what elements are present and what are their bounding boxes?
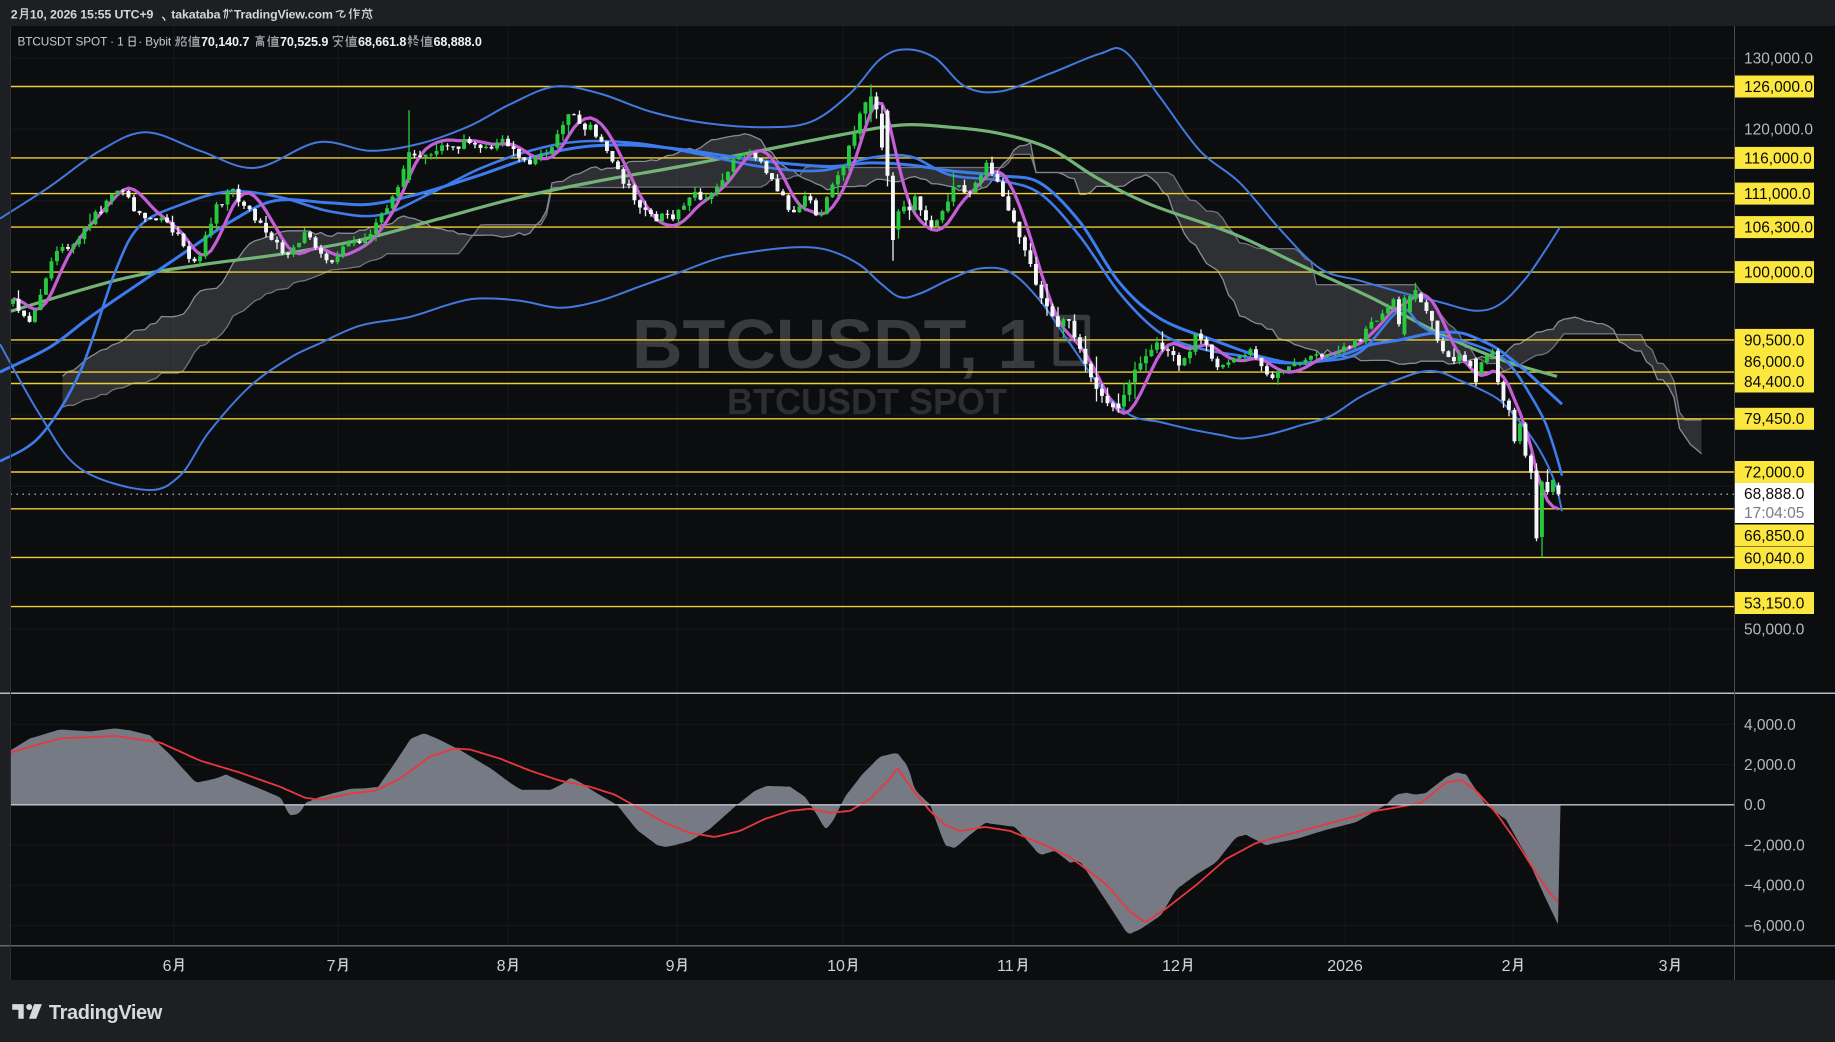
- svg-text:70,525.9: 70,525.9: [280, 35, 328, 49]
- svg-text:2026: 2026: [1327, 958, 1363, 975]
- svg-text:−4,000.0: −4,000.0: [1744, 878, 1805, 895]
- svg-text:BTCUSDT, 1: BTCUSDT, 1: [632, 305, 1036, 383]
- svg-text:takataba: takataba: [171, 8, 220, 22]
- svg-text:2: 2: [11, 8, 18, 22]
- svg-text:68,888.0: 68,888.0: [434, 35, 482, 49]
- svg-text:10, 2026 15:55 UTC+9: 10, 2026 15:55 UTC+9: [30, 8, 154, 22]
- svg-text:116,000.0: 116,000.0: [1744, 150, 1812, 167]
- svg-text:2,000.0: 2,000.0: [1744, 757, 1796, 774]
- svg-text:106,300.0: 106,300.0: [1744, 220, 1813, 237]
- svg-text:7: 7: [327, 958, 336, 975]
- svg-text:84,400.0: 84,400.0: [1744, 374, 1805, 391]
- svg-text:90,500.0: 90,500.0: [1744, 332, 1805, 349]
- svg-text:6: 6: [163, 958, 172, 975]
- svg-text:−2,000.0: −2,000.0: [1744, 837, 1805, 854]
- svg-text:60,040.0: 60,040.0: [1744, 550, 1805, 567]
- svg-text:126,000.0: 126,000.0: [1744, 79, 1813, 96]
- svg-text:10: 10: [827, 958, 845, 975]
- svg-text:8: 8: [497, 958, 506, 975]
- svg-text:70,140.7: 70,140.7: [201, 35, 249, 49]
- svg-text:66,850.0: 66,850.0: [1744, 528, 1805, 545]
- svg-text:BTCUSDT SPOT · 1: BTCUSDT SPOT · 1: [18, 35, 124, 49]
- svg-text:TradingView.com: TradingView.com: [234, 8, 333, 22]
- svg-text:120,000.0: 120,000.0: [1744, 122, 1813, 139]
- svg-text:79,450.0: 79,450.0: [1744, 411, 1805, 428]
- svg-text:TradingView: TradingView: [49, 1002, 163, 1024]
- svg-text:53,150.0: 53,150.0: [1744, 595, 1805, 612]
- svg-text:3: 3: [1659, 958, 1668, 975]
- svg-text:11: 11: [997, 958, 1014, 975]
- svg-text:· Bybit: · Bybit: [138, 35, 172, 49]
- svg-text:17:04:05: 17:04:05: [1744, 505, 1804, 522]
- svg-text:12: 12: [1162, 958, 1180, 975]
- svg-text:−6,000.0: −6,000.0: [1744, 918, 1805, 935]
- svg-text:100,000.0: 100,000.0: [1744, 265, 1813, 282]
- svg-text:2: 2: [1502, 958, 1511, 975]
- svg-text:111,000.0: 111,000.0: [1744, 186, 1811, 203]
- svg-text:130,000.0: 130,000.0: [1744, 50, 1813, 67]
- svg-text:68,661.8: 68,661.8: [358, 35, 406, 49]
- svg-text:50,000.0: 50,000.0: [1744, 622, 1805, 639]
- svg-text:86,000.0: 86,000.0: [1744, 354, 1805, 371]
- svg-text:4,000.0: 4,000.0: [1744, 717, 1796, 734]
- svg-text:0.0: 0.0: [1744, 797, 1766, 814]
- svg-text:72,000.0: 72,000.0: [1744, 464, 1805, 481]
- svg-text:9: 9: [666, 958, 675, 975]
- svg-text:BTCUSDT SPOT: BTCUSDT SPOT: [727, 381, 1007, 422]
- svg-text:68,888.0: 68,888.0: [1744, 486, 1805, 503]
